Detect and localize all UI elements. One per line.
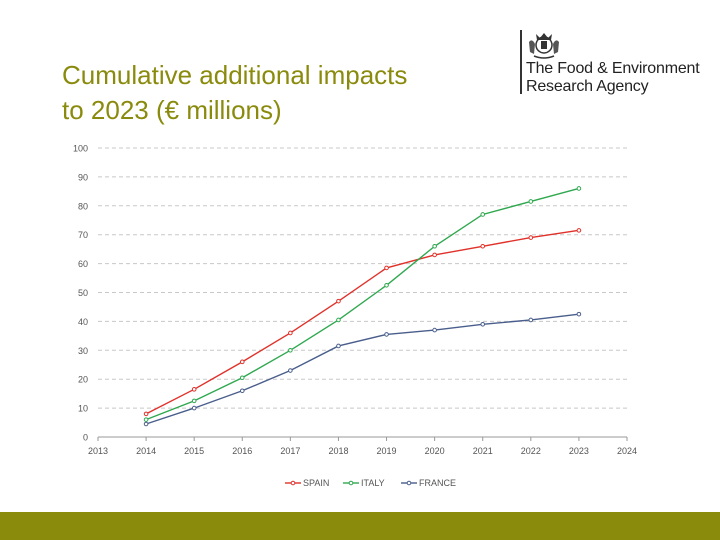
- legend-label-italy: ITALY: [361, 478, 385, 488]
- series-line-italy: [145, 187, 580, 421]
- x-tick-label: 2022: [521, 446, 541, 456]
- data-point-spain: [528, 235, 534, 240]
- legend-marker-france: [406, 480, 412, 486]
- axes: 0 10 20 30 40 50 60 70 80 90 100 2013 2014 2015 2016 20…: [73, 144, 637, 457]
- legend-label-spain: SPAIN: [303, 478, 329, 488]
- data-point-spain: [432, 252, 437, 258]
- data-point-italy: [384, 282, 389, 288]
- data-point-spain: [576, 228, 582, 233]
- x-tick-label: 2015: [184, 446, 204, 456]
- y-tick-label: 90: [78, 172, 88, 182]
- grid-lines: [98, 147, 627, 409]
- data-point-italy: [143, 417, 149, 422]
- data-point-spain: [336, 298, 341, 304]
- y-tick-label: 40: [78, 317, 88, 327]
- x-tick-label: 2019: [377, 446, 397, 456]
- legend-label-france: FRANCE: [419, 478, 456, 488]
- data-point-france: [480, 321, 486, 327]
- data-point-france: [191, 405, 197, 411]
- series-line-spain: [145, 229, 580, 415]
- footer-bar: [0, 512, 720, 540]
- x-tick-label: 2023: [569, 446, 589, 456]
- x-tick-label: 2013: [88, 446, 108, 456]
- data-point-france: [384, 332, 389, 337]
- data-point-france: [143, 421, 149, 427]
- slide-title-line-2: to 2023 (€ millions): [62, 95, 282, 125]
- y-tick-label: 60: [78, 259, 88, 269]
- y-tick-label: 70: [78, 230, 88, 240]
- data-point-italy: [480, 212, 486, 217]
- series-lines: [143, 186, 582, 427]
- y-tick-label: 80: [78, 201, 88, 211]
- fera-logo: The Food & Environment Research Agency: [518, 30, 718, 100]
- x-tick-label: 2021: [473, 446, 493, 456]
- legend-marker-spain: [290, 480, 296, 486]
- data-point-france: [528, 317, 534, 323]
- x-tick-label: 2020: [425, 446, 445, 456]
- x-tick-label: 2017: [280, 446, 300, 456]
- logo-divider: [520, 30, 522, 94]
- data-point-france: [432, 327, 437, 333]
- data-point-italy: [432, 243, 437, 249]
- legend: SPAIN ITALY FRANCE: [285, 478, 456, 488]
- data-point-spain: [143, 411, 149, 417]
- legend-marker-italy: [348, 480, 354, 486]
- x-tick-label: 2016: [232, 446, 252, 456]
- data-point-spain: [480, 243, 486, 249]
- y-tick-label: 100: [73, 144, 88, 154]
- y-tick-label: 50: [78, 288, 88, 298]
- data-point-italy: [528, 199, 534, 204]
- data-point-italy: [288, 348, 293, 353]
- data-point-spain: [288, 330, 293, 336]
- data-point-spain: [239, 359, 245, 365]
- logo-text-line-1: The Food & Environment: [526, 60, 700, 77]
- line-chart: 0 10 20 30 40 50 60 70 80 90 100 2013 2014 2015 2016 20…: [73, 144, 637, 489]
- y-tick-label: 20: [78, 375, 88, 385]
- data-point-france: [288, 368, 293, 373]
- x-tick-label: 2014: [136, 446, 156, 456]
- series-line-france: [145, 313, 579, 425]
- data-point-italy: [239, 375, 245, 381]
- data-point-spain: [384, 265, 389, 271]
- slide-title: Cumulative additional impacts to 2023 (€…: [62, 58, 502, 128]
- data-point-italy: [576, 186, 582, 191]
- x-tick-label: 2024: [617, 446, 637, 456]
- data-point-spain: [191, 387, 197, 392]
- slide-title-line-1: Cumulative additional impacts: [62, 60, 408, 90]
- logo-text-line-2: Research Agency: [526, 78, 649, 95]
- data-point-france: [239, 388, 245, 394]
- x-tick-label: 2018: [328, 446, 348, 456]
- data-point-france: [576, 311, 582, 317]
- data-point-italy: [191, 398, 197, 404]
- data-point-france: [336, 343, 341, 349]
- y-tick-label: 10: [78, 404, 88, 414]
- royal-crest-icon: [529, 33, 559, 59]
- y-tick-label: 0: [83, 433, 88, 443]
- data-point-italy: [336, 317, 341, 323]
- y-tick-label: 30: [78, 346, 88, 356]
